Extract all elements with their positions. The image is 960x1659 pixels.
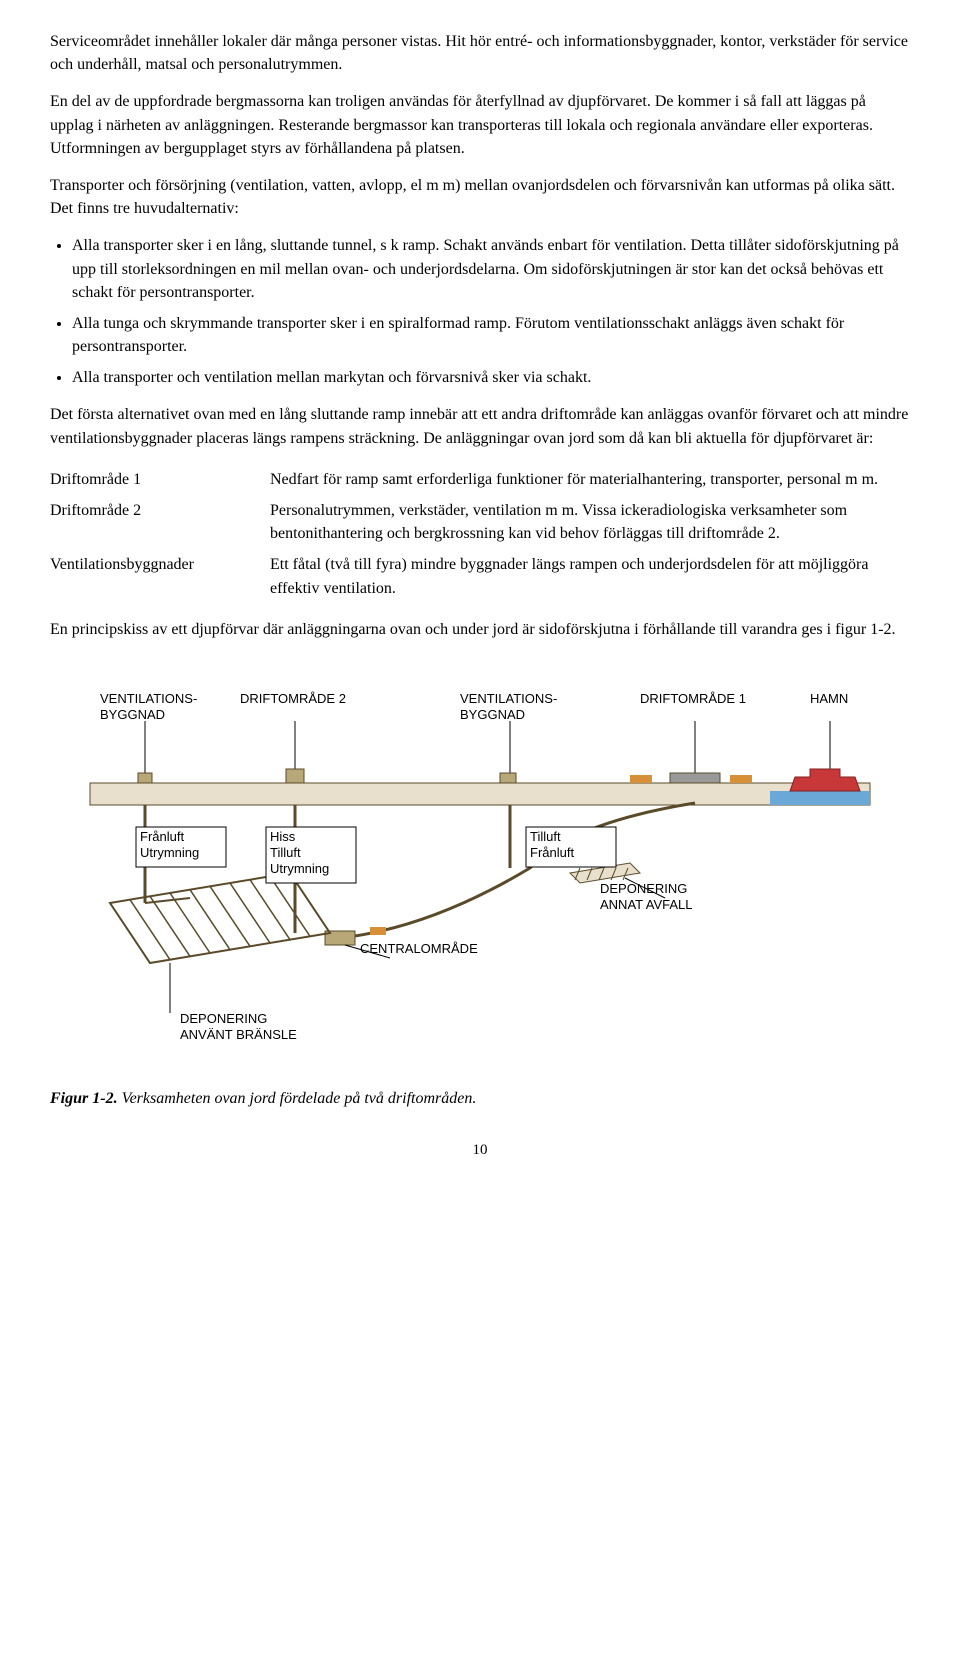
svg-text:VENTILATIONS-: VENTILATIONS-: [100, 691, 197, 706]
svg-text:Frånluft: Frånluft: [140, 829, 184, 844]
svg-text:DEPONERING: DEPONERING: [600, 881, 687, 896]
svg-text:Hiss: Hiss: [270, 829, 296, 844]
svg-text:DRIFTOMRÅDE 2: DRIFTOMRÅDE 2: [240, 691, 346, 706]
figure-1-2: VENTILATIONS-BYGGNADDRIFTOMRÅDE 2VENTILA…: [50, 673, 910, 1073]
def-desc: Ett fåtal (två till fyra) mindre byggnad…: [270, 549, 910, 603]
svg-text:ANVÄNT BRÄNSLE: ANVÄNT BRÄNSLE: [180, 1027, 297, 1042]
def-desc: Personalutrymmen, verkstäder, ventilatio…: [270, 495, 910, 549]
figure-svg: VENTILATIONS-BYGGNADDRIFTOMRÅDE 2VENTILA…: [70, 673, 890, 1073]
def-term: Ventilationsbyggnader: [50, 549, 270, 603]
def-desc: Nedfart för ramp samt erforderliga funkt…: [270, 464, 910, 495]
caption-text: Verksamheten ovan jord fördelade på två …: [122, 1090, 477, 1107]
svg-text:DEPONERING: DEPONERING: [180, 1011, 267, 1026]
svg-text:Tilluft: Tilluft: [530, 829, 561, 844]
svg-text:HAMN: HAMN: [810, 691, 848, 706]
svg-text:DRIFTOMRÅDE 1: DRIFTOMRÅDE 1: [640, 691, 746, 706]
svg-text:Utrymning: Utrymning: [270, 861, 329, 876]
paragraph: Det första alternativet ovan med en lång…: [50, 403, 910, 449]
definition-table: Driftområde 1 Nedfart för ramp samt erfo…: [50, 464, 910, 604]
svg-text:BYGGNAD: BYGGNAD: [100, 707, 165, 722]
bullet-list: Alla transporter sker i en lång, sluttan…: [50, 234, 910, 389]
def-term: Driftområde 2: [50, 495, 270, 549]
bullet-item: Alla transporter och ventilation mellan …: [72, 366, 910, 389]
paragraph: Serviceområdet innehåller lokaler där må…: [50, 30, 910, 76]
svg-text:Tilluft: Tilluft: [270, 845, 301, 860]
paragraph: Transporter och försörjning (ventilation…: [50, 174, 910, 220]
figure-caption: Figur 1-2. Verksamheten ovan jord fördel…: [50, 1087, 910, 1110]
svg-text:VENTILATIONS-: VENTILATIONS-: [460, 691, 557, 706]
paragraph: En principskiss av ett djupförvar där an…: [50, 618, 910, 641]
page-number: 10: [50, 1140, 910, 1162]
caption-number: Figur 1-2.: [50, 1090, 118, 1107]
bullet-item: Alla transporter sker i en lång, sluttan…: [72, 234, 910, 304]
svg-text:Frånluft: Frånluft: [530, 845, 574, 860]
svg-text:BYGGNAD: BYGGNAD: [460, 707, 525, 722]
svg-text:CENTRALOMRÅDE: CENTRALOMRÅDE: [360, 941, 478, 956]
def-term: Driftområde 1: [50, 464, 270, 495]
paragraph: En del av de uppfordrade bergmassorna ka…: [50, 90, 910, 160]
svg-text:ANNAT AVFALL: ANNAT AVFALL: [600, 897, 693, 912]
bullet-item: Alla tunga och skrymmande transporter sk…: [72, 312, 910, 358]
svg-text:Utrymning: Utrymning: [140, 845, 199, 860]
